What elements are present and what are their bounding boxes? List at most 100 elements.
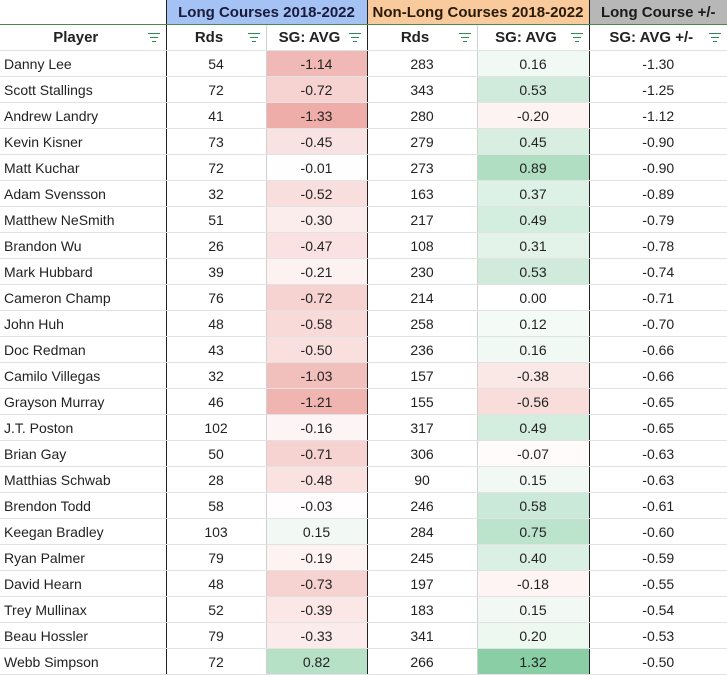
filter-icon[interactable] [348,33,361,43]
long-rds-cell[interactable]: 79 [165,622,266,649]
non-sg-cell[interactable]: 0.37 [476,180,589,207]
filter-icon[interactable] [709,33,721,43]
non-sg-cell[interactable]: 0.49 [476,206,589,233]
long-sg-cell[interactable]: -0.21 [265,258,367,285]
long-rds-cell[interactable]: 79 [165,544,266,571]
long-rds-cell[interactable]: 39 [165,258,266,285]
diff-cell[interactable]: -0.54 [588,596,727,623]
diff-cell[interactable]: -0.53 [588,622,727,649]
long-sg-cell[interactable]: 0.15 [265,518,367,545]
long-sg-cell[interactable]: -0.72 [265,76,367,103]
long-sg-cell[interactable]: 0.82 [265,648,367,675]
long-rds-cell[interactable]: 41 [165,102,266,129]
long-rds-cell[interactable]: 73 [165,128,266,155]
long-sg-cell[interactable]: -0.72 [265,284,367,311]
diff-cell[interactable]: -0.59 [588,544,727,571]
diff-cell[interactable]: -0.63 [588,440,727,467]
non-rds-cell[interactable]: 214 [366,284,477,311]
diff-cell[interactable]: -0.90 [588,154,727,181]
long-rds-cell[interactable]: 26 [165,232,266,259]
diff-cell[interactable]: -0.74 [588,258,727,285]
long-rds-cell[interactable]: 102 [165,414,266,441]
non-sg-cell[interactable]: 0.12 [476,310,589,337]
non-sg-cell[interactable]: -0.20 [476,102,589,129]
long-sg-cell[interactable]: -0.45 [265,128,367,155]
player-cell[interactable]: Brian Gay [0,440,166,467]
player-cell[interactable]: Matthias Schwab [0,466,166,493]
non-sg-cell[interactable]: 0.53 [476,76,589,103]
player-cell[interactable]: Andrew Landry [0,102,166,129]
non-sg-cell[interactable]: 0.49 [476,414,589,441]
diff-cell[interactable]: -0.66 [588,336,727,363]
column-header-diff[interactable]: SG: AVG +/- [588,24,727,51]
long-sg-cell[interactable]: -1.03 [265,362,367,389]
player-cell[interactable]: Scott Stallings [0,76,166,103]
long-sg-cell[interactable]: -0.48 [265,466,367,493]
non-sg-cell[interactable]: 0.75 [476,518,589,545]
long-rds-cell[interactable]: 28 [165,466,266,493]
non-rds-cell[interactable]: 230 [366,258,477,285]
diff-cell[interactable]: -0.71 [588,284,727,311]
long-rds-cell[interactable]: 72 [165,154,266,181]
diff-cell[interactable]: -0.65 [588,414,727,441]
non-sg-cell[interactable]: 0.20 [476,622,589,649]
non-rds-cell[interactable]: 284 [366,518,477,545]
non-sg-cell[interactable]: 0.15 [476,466,589,493]
non-rds-cell[interactable]: 306 [366,440,477,467]
long-rds-cell[interactable]: 72 [165,76,266,103]
long-sg-cell[interactable]: -0.47 [265,232,367,259]
long-rds-cell[interactable]: 43 [165,336,266,363]
player-cell[interactable]: Webb Simpson [0,648,166,675]
non-sg-cell[interactable]: 0.45 [476,128,589,155]
non-rds-cell[interactable]: 273 [366,154,477,181]
long-sg-cell[interactable]: -1.21 [265,388,367,415]
non-sg-cell[interactable]: -0.56 [476,388,589,415]
diff-cell[interactable]: -0.78 [588,232,727,259]
long-sg-cell[interactable]: -0.03 [265,492,367,519]
column-header-long-rds[interactable]: Rds [165,24,266,51]
non-sg-cell[interactable]: 0.31 [476,232,589,259]
long-sg-cell[interactable]: -0.58 [265,310,367,337]
non-sg-cell[interactable]: 0.15 [476,596,589,623]
non-sg-cell[interactable]: -0.07 [476,440,589,467]
player-cell[interactable]: Brandon Wu [0,232,166,259]
player-cell[interactable]: Matt Kuchar [0,154,166,181]
long-rds-cell[interactable]: 32 [165,362,266,389]
long-rds-cell[interactable]: 50 [165,440,266,467]
non-sg-cell[interactable]: 0.89 [476,154,589,181]
non-rds-cell[interactable]: 280 [366,102,477,129]
long-rds-cell[interactable]: 46 [165,388,266,415]
diff-cell[interactable]: -0.66 [588,362,727,389]
diff-cell[interactable]: -0.65 [588,388,727,415]
long-sg-cell[interactable]: -0.19 [265,544,367,571]
long-rds-cell[interactable]: 54 [165,50,266,77]
long-sg-cell[interactable]: -0.33 [265,622,367,649]
long-sg-cell[interactable]: -0.73 [265,570,367,597]
non-rds-cell[interactable]: 217 [366,206,477,233]
long-sg-cell[interactable]: -0.16 [265,414,367,441]
non-rds-cell[interactable]: 317 [366,414,477,441]
diff-cell[interactable]: -0.61 [588,492,727,519]
long-rds-cell[interactable]: 32 [165,180,266,207]
diff-cell[interactable]: -0.63 [588,466,727,493]
player-cell[interactable]: J.T. Poston [0,414,166,441]
non-sg-cell[interactable]: 1.32 [476,648,589,675]
non-rds-cell[interactable]: 183 [366,596,477,623]
non-sg-cell[interactable]: 0.58 [476,492,589,519]
column-header-non-rds[interactable]: Rds [366,24,477,51]
non-rds-cell[interactable]: 163 [366,180,477,207]
player-cell[interactable]: Ryan Palmer [0,544,166,571]
non-rds-cell[interactable]: 258 [366,310,477,337]
diff-cell[interactable]: -0.60 [588,518,727,545]
player-cell[interactable]: Kevin Kisner [0,128,166,155]
filter-icon[interactable] [458,33,471,43]
long-rds-cell[interactable]: 58 [165,492,266,519]
diff-cell[interactable]: -0.90 [588,128,727,155]
long-sg-cell[interactable]: -1.14 [265,50,367,77]
column-header-long-sg[interactable]: SG: AVG [265,24,367,51]
long-rds-cell[interactable]: 52 [165,596,266,623]
long-rds-cell[interactable]: 72 [165,648,266,675]
non-rds-cell[interactable]: 246 [366,492,477,519]
non-rds-cell[interactable]: 155 [366,388,477,415]
long-sg-cell[interactable]: -0.50 [265,336,367,363]
